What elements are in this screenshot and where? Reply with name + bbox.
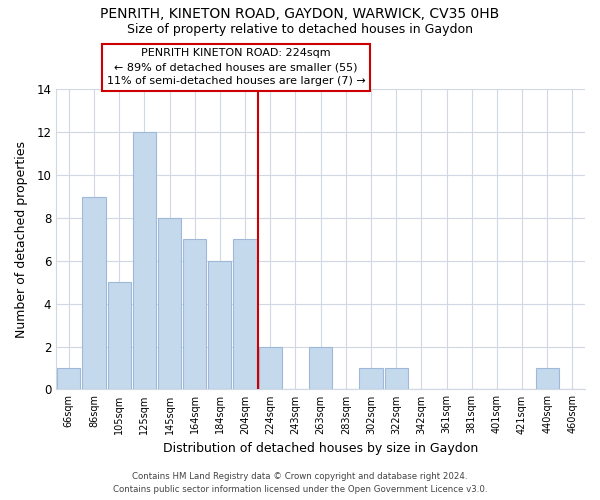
Text: Size of property relative to detached houses in Gaydon: Size of property relative to detached ho… [127,22,473,36]
Text: PENRITH, KINETON ROAD, GAYDON, WARWICK, CV35 0HB: PENRITH, KINETON ROAD, GAYDON, WARWICK, … [100,8,500,22]
Bar [309,346,332,390]
Bar [82,196,106,390]
Bar [259,346,282,390]
Bar [208,261,232,390]
Bar [385,368,408,390]
Text: Contains HM Land Registry data © Crown copyright and database right 2024.
Contai: Contains HM Land Registry data © Crown c… [113,472,487,494]
Bar [359,368,383,390]
Text: PENRITH KINETON ROAD: 224sqm
← 89% of detached houses are smaller (55)
11% of se: PENRITH KINETON ROAD: 224sqm ← 89% of de… [107,48,365,86]
Bar [133,132,156,390]
Bar [57,368,80,390]
Bar [183,240,206,390]
Y-axis label: Number of detached properties: Number of detached properties [15,141,28,338]
Bar [536,368,559,390]
X-axis label: Distribution of detached houses by size in Gaydon: Distribution of detached houses by size … [163,442,478,455]
Bar [158,218,181,390]
Bar [233,240,257,390]
Bar [107,282,131,390]
